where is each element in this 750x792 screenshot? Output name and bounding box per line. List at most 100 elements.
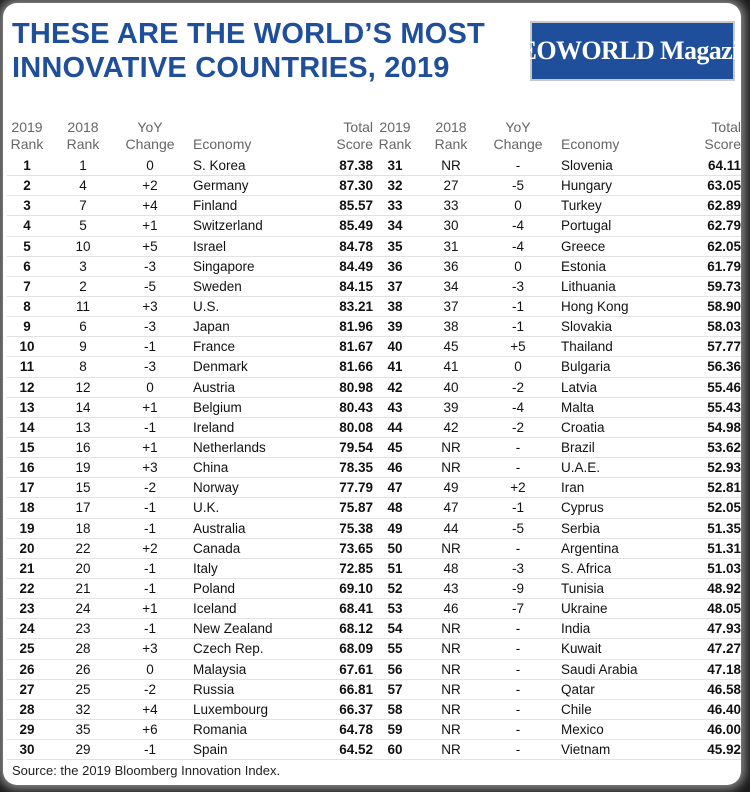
yoy-change-cell: -1	[143, 621, 156, 637]
economy-cell: Norway	[193, 480, 239, 496]
table-row: 30 29 -1 Spain 64.52	[7, 740, 377, 760]
rank-2018-cell: 25	[75, 681, 91, 697]
rank-2018-cell: NR	[441, 540, 461, 556]
table-row: 20 22 +2 Canada 73.65	[7, 538, 377, 559]
table-row: 17 15 -2 Norway 77.79	[7, 478, 377, 498]
total-score-cell: 56.36	[707, 359, 741, 375]
table-row: 15 16 +1 Netherlands 79.54	[7, 437, 377, 458]
yoy-change-cell: -1	[143, 560, 156, 576]
total-score-cell: 59.73	[707, 278, 741, 294]
total-score-cell: 62.05	[707, 238, 741, 254]
rank-2019-cell: 35	[387, 238, 403, 254]
total-score-cell: 52.05	[707, 500, 741, 516]
rank-2018-cell: 42	[443, 419, 459, 435]
total-score-cell: 77.79	[339, 480, 373, 496]
title-line-1: THESE ARE THE WORLD’S MOST	[12, 18, 485, 50]
rank-2019-cell: 21	[19, 560, 35, 576]
rank-2019-cell: 26	[19, 661, 35, 677]
yoy-change-cell: -	[515, 460, 521, 476]
economy-cell: Argentina	[561, 540, 619, 556]
rank-2019-cell: 13	[19, 399, 35, 415]
table-row: 23 24 +1 Iceland 68.41	[7, 599, 377, 619]
rank-2018-cell: 49	[443, 480, 459, 496]
rank-2018-cell: 28	[75, 641, 91, 657]
total-score-cell: 62.89	[707, 198, 741, 214]
rank-2019-cell: 33	[387, 198, 403, 214]
economy-cell: Thailand	[561, 339, 613, 355]
total-score-cell: 64.52	[339, 742, 373, 758]
economy-cell: Netherlands	[193, 440, 266, 456]
rank-2019-cell: 22	[19, 581, 35, 597]
rank-2018-cell: 48	[443, 560, 459, 576]
table-row: 34 30 -4 Portugal 62.79	[375, 216, 741, 237]
economy-cell: Vietnam	[561, 742, 611, 758]
economy-cell: Slovakia	[561, 319, 613, 335]
total-score-cell: 84.78	[339, 238, 373, 254]
rank-2018-cell: 33	[443, 198, 459, 214]
table-row: 32 27 -5 Hungary 63.05	[375, 176, 741, 196]
economy-cell: S. Africa	[561, 560, 612, 576]
header-rank-2018: 2018 Rank	[66, 119, 100, 152]
total-score-cell: 68.12	[339, 621, 373, 637]
total-score-cell: 80.98	[339, 379, 373, 395]
rank-2019-cell: 56	[387, 661, 403, 677]
table-row: 12 12 0 Austria 80.98	[7, 377, 377, 398]
total-score-cell: 47.27	[707, 641, 741, 657]
table-row: 33 33 0 Turkey 62.89	[375, 196, 741, 216]
economy-cell: France	[193, 339, 236, 355]
rank-2019-cell: 11	[19, 359, 35, 375]
yoy-change-cell: -9	[511, 581, 524, 597]
total-score-cell: 62.79	[707, 218, 741, 234]
rank-2018-cell: 41	[443, 359, 459, 375]
yoy-change-cell: 0	[514, 359, 522, 375]
total-score-cell: 52.93	[707, 460, 741, 476]
title-line-2: INNOVATIVE COUNTRIES, 2019	[12, 52, 450, 84]
rank-2019-cell: 46	[387, 460, 403, 476]
total-score-cell: 51.31	[707, 540, 741, 556]
economy-cell: Malaysia	[193, 661, 247, 677]
rank-2019-cell: 24	[19, 621, 35, 637]
economy-cell: Russia	[193, 681, 235, 697]
economy-cell: U.K.	[193, 500, 220, 516]
table-row: 26 26 0 Malaysia 67.61	[7, 659, 377, 680]
table-row: 31 NR - Slovenia 64.11	[375, 156, 741, 176]
economy-cell: Romania	[193, 722, 248, 737]
yoy-change-cell: +1	[142, 440, 158, 456]
rank-2018-cell: 36	[443, 258, 459, 274]
rank-2019-cell: 49	[387, 520, 403, 536]
header-rank-2019: 2019 Rank	[10, 119, 44, 152]
yoy-change-cell: -1	[143, 339, 156, 355]
total-score-cell: 67.61	[339, 661, 373, 677]
rank-2019-cell: 51	[387, 560, 403, 576]
total-score-cell: 61.79	[707, 258, 741, 274]
total-score-cell: 63.05	[707, 178, 741, 194]
rank-2019-cell: 18	[19, 500, 35, 516]
table-row: 6 3 -3 Singapore 84.49	[7, 256, 377, 277]
yoy-change-cell: +5	[510, 339, 526, 355]
economy-cell: Malta	[561, 399, 595, 415]
rank-2019-cell: 59	[387, 722, 403, 737]
rank-2018-cell: 15	[75, 480, 91, 496]
rank-2018-cell: NR	[441, 460, 461, 476]
table-row: 2 4 +2 Germany 87.30	[7, 176, 377, 196]
table-row: 57 NR - Qatar 46.58	[375, 679, 741, 700]
total-score-cell: 85.49	[339, 218, 373, 234]
rank-2019-cell: 15	[19, 440, 35, 456]
economy-cell: New Zealand	[193, 621, 273, 637]
rank-2019-cell: 29	[19, 722, 35, 737]
yoy-change-cell: -5	[511, 520, 524, 536]
yoy-change-cell: -3	[143, 359, 156, 375]
yoy-change-cell: -	[515, 621, 521, 637]
rank-2019-cell: 27	[19, 681, 35, 697]
yoy-change-cell: -5	[511, 178, 524, 194]
rank-2018-cell: 40	[443, 379, 459, 395]
table-row: 29 35 +6 Romania 64.78	[7, 719, 377, 740]
total-score-cell: 68.09	[339, 641, 373, 657]
table-row: 47 49 +2 Iran 52.81	[375, 478, 741, 498]
yoy-change-cell: -1	[511, 299, 524, 315]
yoy-change-cell: +3	[142, 460, 158, 476]
yoy-change-cell: -3	[511, 278, 524, 294]
yoy-change-cell: -4	[511, 399, 524, 415]
rank-2019-cell: 57	[387, 681, 403, 697]
table-row: 54 NR - India 47.93	[375, 619, 741, 639]
